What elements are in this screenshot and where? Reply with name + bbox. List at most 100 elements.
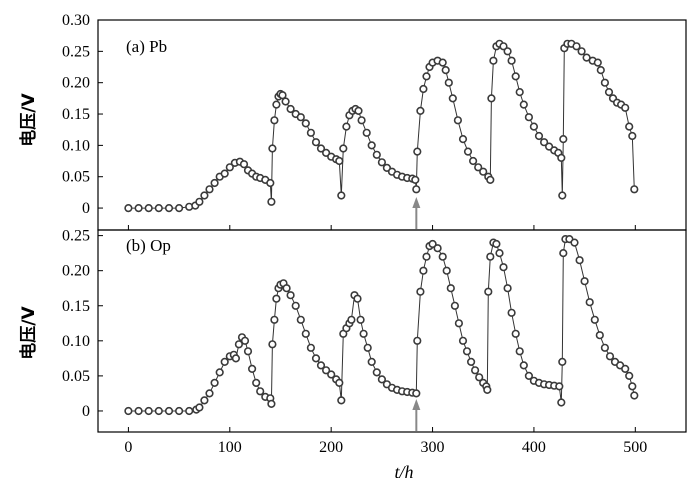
data-point bbox=[621, 364, 630, 374]
data-point bbox=[600, 78, 610, 87]
data-point bbox=[267, 399, 276, 409]
data-point bbox=[462, 347, 472, 356]
data-point bbox=[215, 368, 224, 377]
data-point bbox=[210, 378, 219, 388]
y-axis-label-pb: 电压/V bbox=[18, 92, 39, 146]
data-point bbox=[268, 144, 277, 153]
data-point bbox=[154, 204, 163, 213]
y-tick-label: 0.10 bbox=[62, 137, 90, 154]
data-point bbox=[377, 375, 387, 384]
x-tick-label: 200 bbox=[319, 439, 343, 456]
data-point bbox=[555, 382, 564, 391]
data-point bbox=[200, 191, 209, 200]
data-point bbox=[438, 58, 447, 67]
data-point bbox=[580, 277, 589, 286]
data-point bbox=[577, 47, 586, 56]
data-point bbox=[301, 119, 310, 128]
data-point bbox=[499, 42, 508, 51]
data-point bbox=[600, 343, 610, 352]
y-tick-label: 0.20 bbox=[62, 263, 90, 280]
data-point bbox=[474, 163, 483, 172]
data-point bbox=[630, 185, 639, 194]
y-tick-label: 0.20 bbox=[62, 75, 90, 92]
data-point bbox=[511, 72, 520, 81]
annotation-arrow-head bbox=[412, 399, 421, 410]
data-point bbox=[377, 158, 387, 167]
data-point bbox=[605, 352, 615, 361]
data-point bbox=[256, 387, 265, 396]
data-point bbox=[144, 406, 153, 416]
data-point bbox=[515, 347, 524, 356]
data-point bbox=[347, 315, 356, 324]
data-point bbox=[270, 116, 279, 125]
data-point bbox=[625, 371, 634, 381]
data-point bbox=[557, 153, 566, 162]
data-point bbox=[205, 185, 214, 194]
x-tick-label: 400 bbox=[522, 439, 546, 456]
data-point bbox=[164, 406, 174, 416]
y-tick-label: 0.05 bbox=[62, 169, 90, 186]
data-point bbox=[630, 391, 639, 400]
data-point bbox=[335, 156, 344, 166]
data-point bbox=[252, 378, 261, 388]
data-point bbox=[296, 113, 305, 122]
data-point bbox=[499, 263, 508, 272]
data-point bbox=[175, 204, 184, 213]
data-point bbox=[278, 91, 287, 100]
data-point bbox=[234, 340, 243, 349]
data-point bbox=[267, 197, 276, 206]
data-point bbox=[268, 340, 277, 349]
data-point bbox=[296, 315, 305, 324]
y-tick-label: 0.30 bbox=[62, 12, 90, 29]
data-point bbox=[572, 42, 581, 51]
data-point bbox=[486, 175, 495, 184]
series-line bbox=[128, 43, 635, 209]
data-point bbox=[413, 147, 422, 156]
data-point bbox=[519, 100, 528, 109]
data-point bbox=[411, 175, 420, 184]
panel-label-op: (b) Op bbox=[126, 236, 171, 255]
y-tick-label: 0.15 bbox=[62, 298, 90, 315]
data-point bbox=[419, 84, 428, 94]
data-point bbox=[463, 147, 473, 156]
data-point bbox=[559, 249, 568, 258]
data-point bbox=[558, 357, 567, 367]
data-point bbox=[282, 284, 291, 293]
data-point bbox=[503, 47, 512, 56]
y-tick-label: 0.25 bbox=[62, 43, 90, 60]
data-point bbox=[164, 204, 174, 213]
x-tick-label: 500 bbox=[623, 439, 647, 456]
data-point bbox=[441, 65, 450, 75]
data-point bbox=[625, 122, 634, 131]
data-point bbox=[372, 150, 381, 159]
data-point bbox=[270, 315, 279, 324]
x-tick-label: 300 bbox=[421, 439, 445, 456]
data-point bbox=[210, 178, 219, 188]
data-point bbox=[372, 368, 381, 377]
y-tick-label: 0.15 bbox=[62, 106, 90, 123]
data-point bbox=[311, 354, 321, 363]
data-point bbox=[534, 131, 544, 141]
data-point bbox=[225, 163, 234, 172]
data-point bbox=[507, 56, 516, 65]
data-point bbox=[446, 284, 455, 293]
data-point bbox=[483, 385, 492, 395]
data-point bbox=[492, 239, 501, 249]
data-point bbox=[144, 204, 153, 213]
data-point bbox=[124, 204, 133, 213]
data-point bbox=[335, 378, 344, 388]
data-point bbox=[454, 319, 464, 328]
y-tick-label: 0.25 bbox=[62, 228, 90, 245]
panel-label-pb: (a) Pb bbox=[126, 37, 167, 56]
data-point bbox=[354, 106, 363, 115]
data-point bbox=[286, 291, 295, 300]
data-point bbox=[416, 287, 425, 296]
data-point bbox=[220, 357, 229, 367]
data-point bbox=[272, 100, 281, 109]
data-point bbox=[593, 58, 602, 67]
data-point bbox=[342, 122, 351, 131]
data-point bbox=[585, 298, 594, 307]
data-point bbox=[231, 354, 240, 363]
data-point bbox=[628, 131, 637, 141]
